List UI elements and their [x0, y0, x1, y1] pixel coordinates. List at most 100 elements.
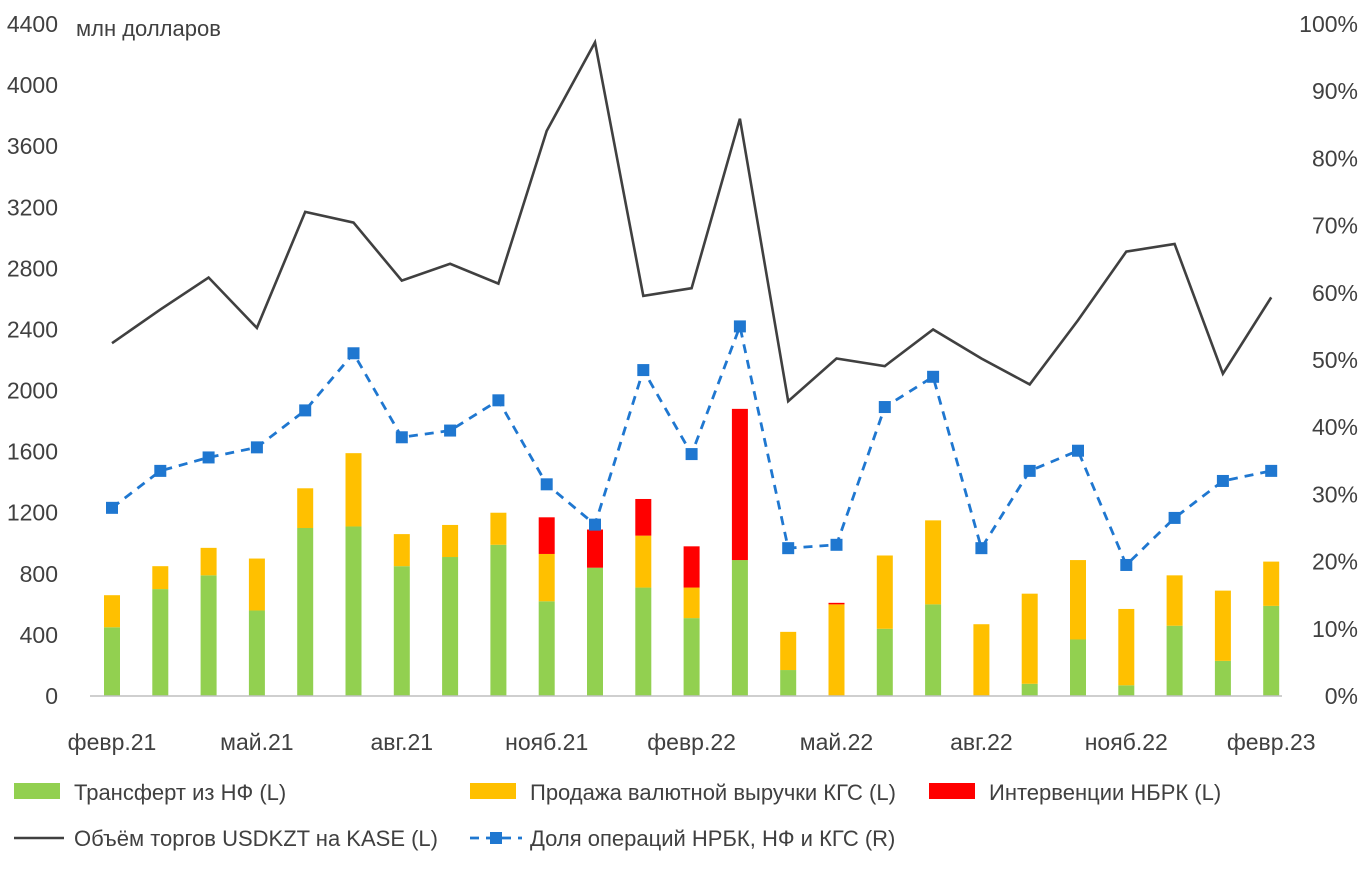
- bar-kgs-sales-2021-08: [393, 534, 410, 567]
- bar-kgs-sales-2021-02: [104, 595, 120, 628]
- left-tick-4000: 4000: [7, 72, 58, 98]
- bars-layer: [104, 408, 1280, 696]
- bar-transfer-2021-04: [200, 575, 217, 696]
- left-tick-2400: 2400: [7, 316, 58, 342]
- bar-transfer-2021-11: [538, 601, 555, 696]
- bar-kgs-sales-2022-12: [1166, 575, 1183, 626]
- bar-transfer-2022-10: [1070, 639, 1086, 696]
- right-tick-70: 70%: [1312, 213, 1358, 239]
- bar-transfer-2021-05: [248, 610, 265, 696]
- share-marker-2022-08: [975, 542, 988, 555]
- bar-intervention-2022-02: [683, 546, 700, 588]
- legend-label-0: Трансферт из НФ (L): [74, 780, 286, 805]
- bar-kgs-sales-2021-06: [297, 488, 314, 528]
- share-marker-2022-12: [1168, 511, 1181, 524]
- bar-transfer-2023-02: [1263, 605, 1280, 696]
- right-tick-40: 40%: [1312, 414, 1358, 440]
- x-tick-2021-02: февр.21: [68, 729, 157, 755]
- bar-kgs-sales-2023-01: [1214, 590, 1231, 661]
- left-tick-2000: 2000: [7, 378, 58, 404]
- legend-label-4: Доля операций НРБК, НФ и КГС (R): [530, 826, 895, 851]
- bar-kgs-sales-2022-09: [1021, 593, 1038, 684]
- right-tick-10: 10%: [1312, 616, 1358, 642]
- share-marker-2021-12: [589, 518, 601, 531]
- share-marker-2021-11: [540, 478, 553, 491]
- bar-kgs-sales-2022-08: [973, 624, 990, 696]
- bar-kgs-sales-2021-04: [200, 547, 217, 576]
- right-tick-80: 80%: [1312, 145, 1358, 171]
- share-marker-2023-02: [1265, 464, 1278, 477]
- bar-transfer-2022-06: [876, 628, 893, 696]
- share-marker-2023-01: [1216, 474, 1229, 487]
- x-tick-2022-08: авг.22: [950, 729, 1013, 755]
- bar-transfer-2022-02: [683, 618, 700, 696]
- bar-transfer-2022-03: [731, 560, 748, 696]
- bar-kgs-sales-2022-05: [828, 604, 845, 696]
- bar-intervention-2022-03: [731, 408, 748, 561]
- bar-transfer-2021-08: [393, 566, 410, 696]
- share-marker-2022-06: [878, 401, 891, 414]
- bar-transfer-2021-09: [442, 557, 459, 696]
- bar-transfer-2022-12: [1166, 625, 1183, 696]
- unit-label: млн долларов: [76, 16, 221, 41]
- share-marker-2022-10: [1072, 444, 1084, 457]
- left-tick-1600: 1600: [7, 439, 58, 465]
- legend-label-3: Объём торгов USDKZT на KASE (L): [74, 826, 438, 851]
- left-tick-3200: 3200: [7, 194, 58, 220]
- right-tick-50: 50%: [1312, 347, 1358, 373]
- legend-swatch-1: [470, 783, 516, 799]
- legend: Трансферт из НФ (L) Продажа валютной выру…: [14, 780, 1221, 851]
- legend-marker-4: [490, 832, 502, 844]
- right-tick-20: 20%: [1312, 549, 1358, 575]
- right-tick-100: 100%: [1299, 11, 1358, 37]
- share-marker-2021-05: [250, 441, 263, 454]
- bar-kgs-sales-2022-02: [683, 587, 700, 619]
- bar-intervention-2021-12: [587, 529, 603, 568]
- lines-layer: [106, 38, 1278, 571]
- x-tick-2021-05: май.21: [220, 729, 293, 755]
- bar-kgs-sales-2022-06: [876, 555, 893, 629]
- share-marker-2022-05: [830, 538, 843, 551]
- bar-transfer-2021-02: [104, 627, 120, 696]
- bar-intervention-2021-11: [538, 517, 555, 554]
- x-axis: февр.21 май.21 авг.21 нояб.21 февр.22 май.22 а…: [68, 729, 1316, 755]
- bar-kgs-sales-2022-07: [925, 520, 942, 605]
- bar-transfer-2021-12: [587, 567, 603, 696]
- legend-swatch-0: [14, 783, 60, 799]
- right-axis: 0% 10% 20% 30% 40% 50% 60% 70% 80% 90% 100%: [1299, 11, 1358, 709]
- bar-kgs-sales-2021-07: [345, 453, 362, 527]
- right-tick-0: 0%: [1325, 683, 1358, 709]
- bar-transfer-2021-03: [152, 589, 169, 696]
- share-marker-2022-02: [685, 448, 698, 461]
- left-tick-3600: 3600: [7, 133, 58, 159]
- share-marker-2022-11: [1120, 558, 1133, 571]
- left-axis: 0 400 800 1200 1600 2000 2400 2800 3200 3600 4000 4…: [7, 11, 58, 709]
- share-marker-2021-02: [106, 501, 118, 514]
- bar-kgs-sales-2021-05: [248, 558, 265, 611]
- series-line-operations-share: [111, 321, 1272, 568]
- bar-transfer-2022-01: [635, 587, 652, 696]
- share-marker-2021-08: [395, 431, 408, 444]
- share-marker-2022-07: [927, 370, 940, 383]
- share-marker-2022-04: [782, 542, 795, 555]
- bar-kgs-sales-2021-03: [152, 566, 169, 590]
- share-marker-2021-10: [492, 394, 505, 407]
- right-tick-30: 30%: [1312, 481, 1358, 507]
- left-tick-800: 800: [20, 561, 58, 587]
- bar-kgs-sales-2021-11: [538, 553, 555, 602]
- bar-intervention-2022-01: [635, 498, 652, 536]
- bar-transfer-2021-10: [490, 544, 507, 696]
- legend-swatch-2: [929, 783, 975, 799]
- bar-kgs-sales-2021-09: [442, 524, 459, 558]
- bar-transfer-2021-07: [345, 526, 362, 696]
- x-tick-2021-08: авг.21: [371, 729, 434, 755]
- bar-kgs-sales-2022-04: [780, 631, 797, 671]
- legend-label-2: Интервенции НБРК (L): [989, 780, 1221, 805]
- right-tick-90: 90%: [1312, 78, 1358, 104]
- x-tick-2023-02: февр.23: [1227, 729, 1316, 755]
- share-marker-2021-07: [347, 347, 360, 360]
- share-marker-2022-03: [733, 320, 746, 333]
- x-tick-2022-05: май.22: [800, 729, 873, 755]
- share-marker-2022-01: [637, 364, 650, 377]
